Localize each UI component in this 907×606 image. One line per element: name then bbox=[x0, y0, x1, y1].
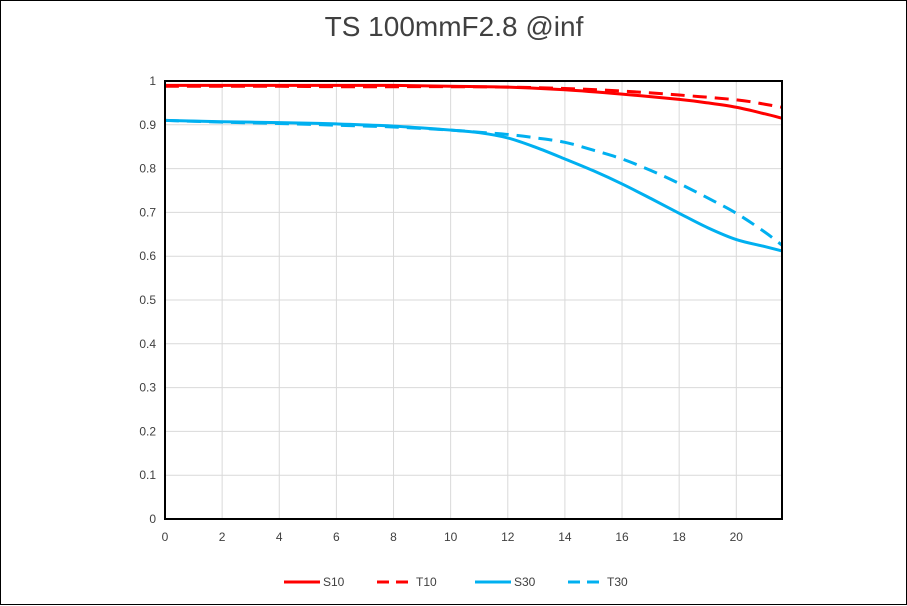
y-tick-label: 0 bbox=[149, 512, 156, 526]
series-layer bbox=[164, 83, 783, 253]
y-tick-label: 0.8 bbox=[139, 162, 156, 176]
x-tick-label: 0 bbox=[162, 530, 169, 544]
series-line-s10 bbox=[165, 83, 783, 120]
chart-title: TS 100mmF2.8 @inf bbox=[325, 11, 584, 42]
series-line-t10 bbox=[165, 84, 783, 109]
x-tick-label: 4 bbox=[276, 530, 283, 544]
y-tick-label: 0.6 bbox=[139, 249, 156, 263]
plot-area-border bbox=[164, 80, 783, 520]
grid-layer bbox=[164, 80, 782, 520]
x-tick-label: 14 bbox=[558, 530, 572, 544]
legend-label-s10: S10 bbox=[323, 575, 345, 589]
legend-label-s30: S30 bbox=[514, 575, 536, 589]
y-tick-label: 0.5 bbox=[139, 293, 156, 307]
y-tick-label: 1 bbox=[149, 74, 156, 88]
x-tick-label: 12 bbox=[501, 530, 515, 544]
y-tick-label: 0.1 bbox=[139, 468, 156, 482]
y-tick-label: 0.7 bbox=[139, 205, 156, 219]
x-tick-label: 8 bbox=[390, 530, 397, 544]
tick-layer: 0 2 4 6 8 10 12 14 16 18 20 0 0.1 0.2 0.3 0.4 0.5 0.6 0.7 0… bbox=[139, 74, 743, 544]
x-tick-label: 10 bbox=[444, 530, 458, 544]
x-tick-label: 16 bbox=[615, 530, 629, 544]
x-tick-label: 20 bbox=[730, 530, 744, 544]
y-tick-label: 0.2 bbox=[139, 424, 156, 438]
legend-label-t30: T30 bbox=[607, 575, 628, 589]
legend-label-t10: T10 bbox=[416, 575, 437, 589]
y-tick-label: 0.4 bbox=[139, 337, 156, 351]
x-tick-label: 18 bbox=[672, 530, 686, 544]
series-line-t30 bbox=[164, 118, 783, 247]
x-tick-label: 2 bbox=[219, 530, 226, 544]
y-tick-label: 0.3 bbox=[139, 381, 156, 395]
series-line-s30 bbox=[164, 118, 783, 253]
y-tick-label: 0.9 bbox=[139, 118, 156, 132]
x-tick-label: 6 bbox=[333, 530, 340, 544]
legend: S10 T10 S30 T30 bbox=[284, 575, 628, 589]
